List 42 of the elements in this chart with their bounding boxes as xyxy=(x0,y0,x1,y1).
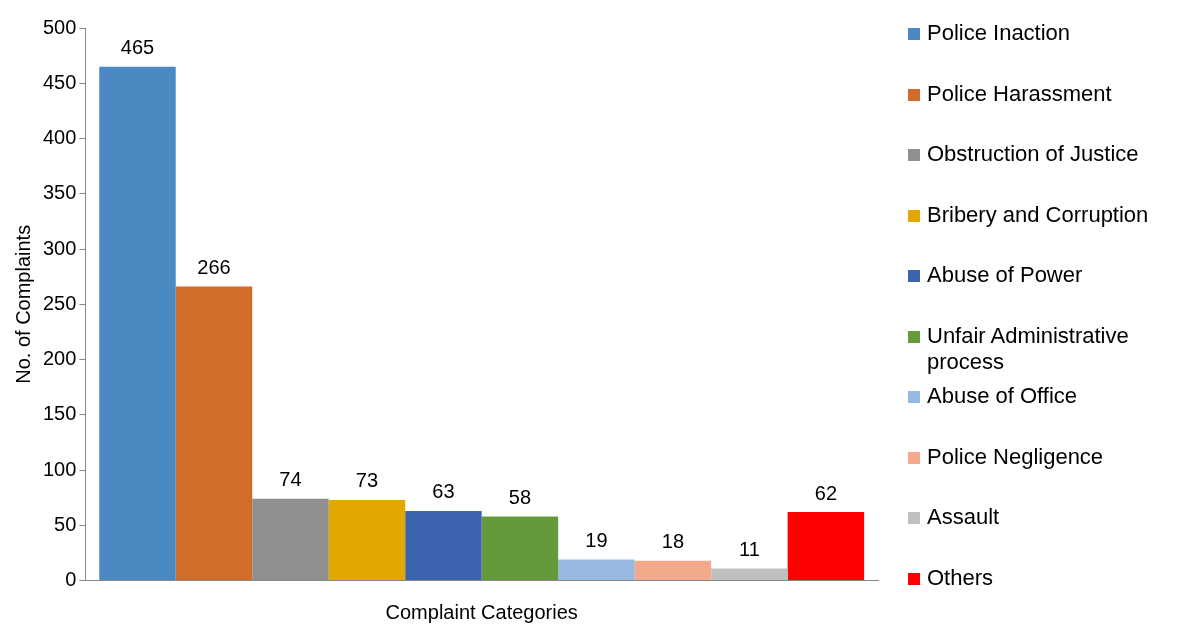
y-tick-label: 100 xyxy=(42,457,77,480)
y-tick-label: 300 xyxy=(42,236,77,259)
data-label: 73 xyxy=(355,469,379,492)
legend-label: Assault xyxy=(927,504,1001,530)
bar xyxy=(175,286,253,581)
bar xyxy=(711,568,788,581)
data-label: 63 xyxy=(432,480,455,503)
data-label: 465 xyxy=(120,36,155,59)
bar xyxy=(328,499,406,581)
x-axis-title: Complaint Categories xyxy=(385,600,578,623)
y-tick-label: 150 xyxy=(42,402,77,425)
bar xyxy=(787,512,865,581)
data-label: 19 xyxy=(585,529,608,552)
legend-label: Others xyxy=(927,564,995,591)
legend-label: Abuse of Power xyxy=(927,262,1084,288)
y-tick-label: 0 xyxy=(65,568,77,591)
data-label: 266 xyxy=(197,256,231,279)
data-label: 74 xyxy=(279,468,302,491)
y-tick-label: 500 xyxy=(42,15,77,38)
bar xyxy=(99,66,176,581)
data-label: 58 xyxy=(508,486,532,509)
data-label: 62 xyxy=(814,481,838,504)
bar xyxy=(558,559,635,581)
bar xyxy=(405,510,482,581)
bar xyxy=(481,516,559,581)
y-tick-label: 200 xyxy=(42,347,77,370)
data-label: 11 xyxy=(739,537,760,560)
legend-label: Obstruction of Justice xyxy=(927,141,1140,167)
legend-label: Police Harassment xyxy=(927,80,1113,107)
y-tick-label: 350 xyxy=(42,181,77,204)
bar xyxy=(634,560,712,581)
legend-label: Unfair Administrative process xyxy=(927,322,1130,375)
legend-label: Bribery and Corruption xyxy=(927,201,1150,228)
y-tick-label: 450 xyxy=(42,70,77,93)
legend-label: Abuse of Office xyxy=(927,383,1078,409)
y-tick-label: 250 xyxy=(42,291,77,314)
y-tick-label: 50 xyxy=(54,512,77,535)
data-label: 18 xyxy=(661,530,685,553)
y-tick-label: 400 xyxy=(42,126,77,149)
legend-label: Police Inaction xyxy=(927,20,1072,46)
y-axis-title: No. of Complaints xyxy=(11,224,34,384)
legend-label: Police Negligence xyxy=(927,443,1105,470)
